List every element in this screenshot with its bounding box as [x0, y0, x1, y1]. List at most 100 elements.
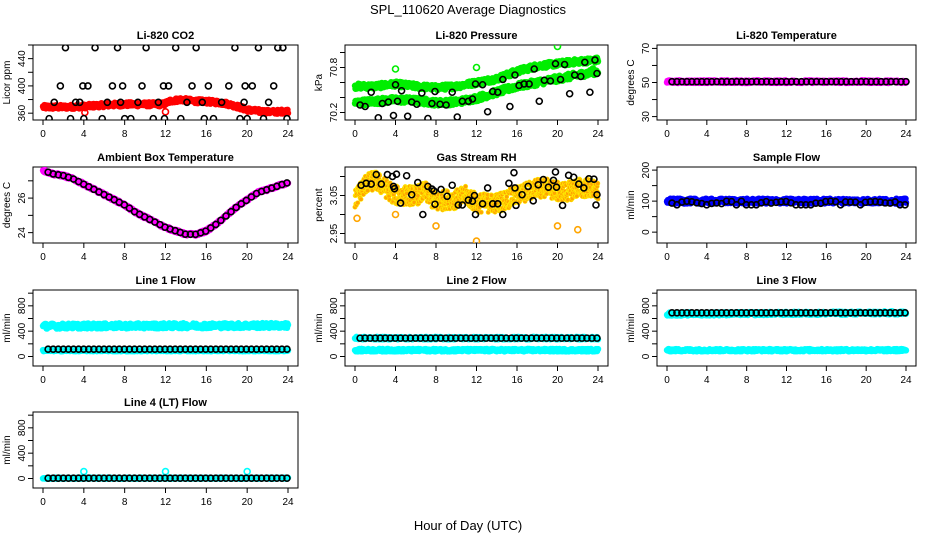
data-point	[227, 207, 235, 216]
data-point	[273, 45, 282, 52]
data-point	[50, 98, 59, 107]
data-point	[56, 82, 65, 90]
data-point	[877, 77, 885, 86]
y-tick-label: 800	[17, 297, 28, 314]
x-tick-label: 8	[433, 129, 439, 140]
data-point	[797, 77, 806, 86]
data-point	[553, 222, 562, 230]
data-point	[493, 88, 502, 97]
data-point	[149, 114, 158, 120]
x-tick-label: 16	[821, 129, 833, 140]
data-point	[593, 69, 601, 78]
data-point	[590, 175, 598, 183]
x-tick-label: 12	[160, 375, 172, 386]
data-point	[826, 197, 835, 206]
data-point	[782, 77, 791, 86]
data-point	[353, 214, 361, 223]
data-point	[585, 174, 593, 183]
data-point	[242, 196, 251, 205]
x-tick-label: 20	[242, 375, 254, 386]
data-point	[264, 98, 273, 107]
data-point	[862, 77, 870, 86]
data-point	[852, 77, 861, 86]
x-tick-label: 4	[393, 252, 399, 263]
data-point	[442, 101, 450, 109]
data-point	[872, 77, 880, 86]
data-point	[75, 98, 84, 107]
data-point	[837, 77, 846, 86]
data-point	[103, 98, 112, 107]
data-point	[881, 199, 889, 207]
data-point	[589, 65, 597, 73]
data-point	[98, 114, 107, 120]
data-point	[374, 113, 383, 120]
series-raw	[39, 167, 292, 239]
x-tick-label: 12	[471, 252, 483, 263]
panel-title: Sample Flow	[753, 152, 821, 164]
data-point	[79, 82, 87, 90]
data-point	[832, 77, 841, 86]
data-point	[432, 222, 440, 230]
data-point	[574, 180, 583, 188]
data-point	[520, 80, 528, 88]
x-tick-label: 0	[664, 129, 670, 140]
data-point	[861, 198, 870, 207]
raw-point	[504, 194, 510, 200]
x-tick-label: 16	[201, 375, 213, 386]
data-point	[757, 199, 766, 207]
data-point	[458, 201, 467, 209]
data-point	[565, 89, 574, 98]
data-point	[727, 197, 736, 206]
x-tick-label: 16	[201, 129, 213, 140]
data-point	[254, 45, 263, 52]
y-axis-label: ml/min	[626, 190, 637, 219]
data-point	[897, 77, 905, 86]
data-point	[493, 200, 502, 208]
x-tick-label: 8	[744, 252, 750, 263]
data-point	[867, 77, 875, 86]
data-point	[668, 77, 676, 86]
data-point	[283, 114, 291, 120]
data-point	[397, 86, 406, 95]
y-tick-label: 400	[17, 77, 28, 94]
data-point	[692, 199, 701, 207]
data-point	[49, 170, 57, 178]
data-point	[499, 75, 507, 84]
x-tick-label: 20	[242, 129, 254, 140]
x-tick-label: 0	[352, 252, 358, 263]
data-point	[802, 77, 811, 86]
data-point	[391, 80, 400, 89]
data-point	[573, 225, 582, 234]
data-point	[232, 203, 240, 212]
series-averages	[45, 45, 291, 120]
plot-area	[663, 77, 910, 87]
data-point	[222, 212, 230, 220]
data-point	[529, 197, 538, 205]
figure-title: SPL_110620 Average Diagnostics	[369, 2, 567, 17]
data-point	[472, 237, 481, 243]
x-tick-label: 0	[664, 252, 670, 263]
y-tick-label: 0	[641, 229, 652, 235]
data-point	[91, 45, 99, 52]
data-point	[882, 77, 890, 86]
y-tick-label: 100	[641, 192, 652, 209]
data-point	[224, 82, 233, 90]
data-point	[772, 77, 781, 86]
data-point	[576, 72, 585, 81]
data-point	[817, 77, 826, 86]
data-point	[505, 179, 513, 188]
y-tick-label: 440	[17, 50, 28, 67]
data-point	[54, 170, 63, 179]
y-tick-label: 200	[641, 161, 652, 178]
data-point	[553, 45, 562, 51]
series-outliers	[353, 210, 582, 243]
x-tick-label: 12	[160, 129, 172, 140]
x-tick-label: 24	[282, 129, 294, 140]
data-point	[569, 173, 578, 182]
data-point	[511, 71, 519, 79]
x-tick-label: 20	[242, 252, 254, 263]
data-point	[138, 82, 146, 90]
plot-area	[39, 319, 292, 355]
